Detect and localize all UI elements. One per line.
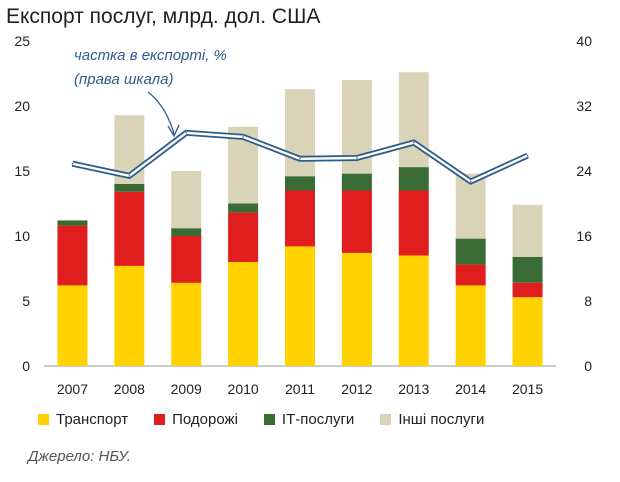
- legend-swatch-transport: [38, 414, 49, 425]
- legend-label-travel: Подорожі: [172, 411, 238, 428]
- legend-item-other: Інші послуги: [380, 411, 484, 428]
- bar-2007-series-1: [57, 225, 88, 286]
- bar-2009-series-1: [171, 236, 202, 283]
- x-axis: 2007 2008 2009 2010 2011 2012 2013 2014 2015: [57, 381, 543, 397]
- left-tick-0: 0: [22, 358, 30, 374]
- bar-2015-series-1: [512, 282, 543, 298]
- x-tick-2014: 2014: [455, 381, 486, 397]
- legend-item-travel: Подорожі: [154, 411, 238, 428]
- bar-2008-series-2: [114, 184, 145, 192]
- left-tick-5: 5: [22, 293, 30, 309]
- legend-swatch-travel: [154, 414, 166, 425]
- right-tick-32: 32: [576, 98, 592, 114]
- legend: Транспорт Подорожі ІТ-послуги Інші послу…: [38, 411, 510, 428]
- left-tick-10: 10: [14, 228, 30, 244]
- bar-2009-series-3: [171, 171, 202, 229]
- share-point-2010: [242, 136, 244, 138]
- line-annotation-label: частка в експорті, %: [74, 47, 227, 64]
- x-tick-2011: 2011: [285, 381, 315, 397]
- left-tick-25: 25: [14, 33, 30, 49]
- bar-2011-series-0: [285, 246, 315, 366]
- legend-swatch-other: [380, 414, 392, 425]
- x-tick-2015: 2015: [512, 381, 543, 397]
- bar-2015-series-2: [512, 256, 543, 283]
- right-tick-8: 8: [584, 293, 592, 309]
- bar-2013-series-1: [398, 190, 429, 256]
- share-point-2014: [469, 180, 472, 183]
- bar-2010-series-0: [228, 262, 259, 366]
- left-tick-15: 15: [14, 163, 30, 179]
- left-axis: 0 5 10 15 20 25: [14, 33, 30, 374]
- bar-2011-series-1: [285, 190, 315, 247]
- right-tick-0: 0: [584, 358, 592, 374]
- annotation-arrow-head: [167, 124, 180, 138]
- share-point-2012: [356, 157, 358, 159]
- legend-label-other: Інші послуги: [398, 411, 485, 428]
- share-line-group: [71, 129, 529, 185]
- annotation-arrow-shaft: [147, 91, 175, 135]
- bar-2009-series-0: [171, 282, 202, 366]
- line-annotation-sublabel: (права шкала): [74, 71, 173, 88]
- bar-2014-series-1: [455, 264, 486, 286]
- share-point-2008: [128, 175, 131, 177]
- share-point-2011: [299, 158, 301, 160]
- bar-2015-series-0: [512, 297, 543, 366]
- x-tick-2007: 2007: [57, 381, 88, 397]
- bar-2012-series-0: [341, 252, 372, 366]
- chart-title: Експорт послуг, млрд. дол. США: [6, 5, 321, 28]
- right-tick-16: 16: [576, 228, 592, 244]
- share-point-2015: [526, 154, 529, 157]
- legend-item-transport: Транспорт: [38, 411, 128, 428]
- bar-2007-series-0: [57, 285, 88, 366]
- legend-item-it: ІТ-послуги: [263, 411, 355, 428]
- x-tick-2010: 2010: [228, 381, 259, 397]
- legend-label-it: ІТ-послуги: [281, 411, 355, 428]
- bar-2010-series-2: [228, 203, 259, 213]
- bars-group: [57, 72, 543, 366]
- bar-2010-series-1: [228, 212, 259, 262]
- left-tick-20: 20: [14, 98, 30, 114]
- bar-2011-series-3: [285, 89, 315, 177]
- x-tick-2012: 2012: [341, 381, 372, 397]
- x-tick-2009: 2009: [171, 381, 202, 397]
- bar-2008-series-1: [114, 191, 145, 266]
- legend-swatch-it: [263, 414, 275, 425]
- bar-2013-series-0: [398, 255, 429, 366]
- x-tick-2013: 2013: [398, 381, 429, 397]
- share-point-2009: [185, 132, 188, 134]
- x-tick-2008: 2008: [114, 381, 145, 397]
- bar-2008-series-0: [114, 265, 145, 366]
- bar-2015-series-3: [512, 204, 543, 257]
- source-note: Джерело: НБУ.: [28, 448, 131, 465]
- right-tick-24: 24: [576, 163, 592, 179]
- bar-2014-series-0: [455, 285, 486, 366]
- right-tick-40: 40: [576, 33, 592, 49]
- bar-2011-series-2: [285, 176, 315, 191]
- bar-2014-series-2: [455, 238, 486, 265]
- bar-2012-series-1: [341, 190, 372, 253]
- share-point-2013: [412, 141, 415, 144]
- bar-2007-series-2: [57, 220, 88, 226]
- bar-2013-series-2: [398, 167, 429, 191]
- right-axis: 0 8 16 24 32 40: [576, 33, 592, 374]
- legend-label-transport: Транспорт: [56, 411, 129, 428]
- bar-2009-series-2: [171, 228, 202, 236]
- bar-2012-series-2: [341, 173, 372, 191]
- share-point-2007: [71, 162, 74, 165]
